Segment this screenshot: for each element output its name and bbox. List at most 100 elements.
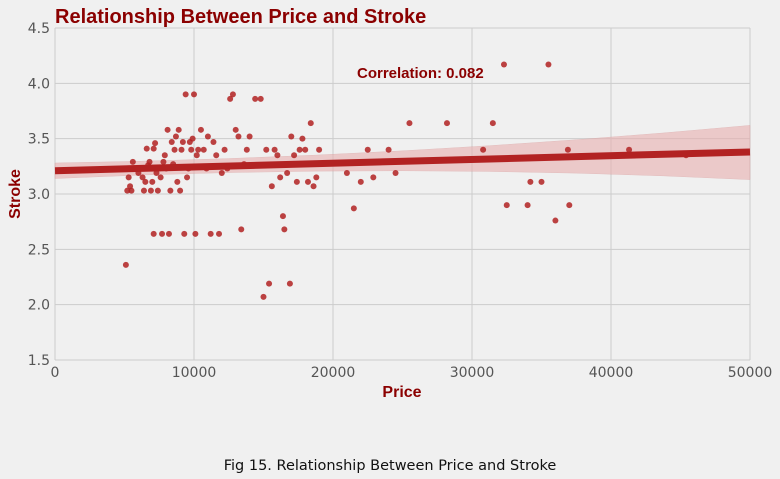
x-axis-label: Price [382, 384, 421, 401]
scatter-point [200, 146, 207, 153]
x-tick-label: 30000 [450, 365, 495, 381]
scatter-point [152, 140, 159, 147]
scatter-point [204, 133, 211, 140]
scatter-point [181, 230, 188, 237]
scatter-point [566, 202, 573, 209]
scatter-point [197, 126, 204, 133]
scatter-point [281, 226, 288, 233]
grid [54, 27, 751, 361]
scatter-point [143, 145, 150, 152]
x-tick-label: 50000 [728, 365, 773, 381]
scatter-point [238, 226, 245, 233]
scatter-point [288, 133, 295, 140]
scatter-point [564, 146, 571, 153]
scatter-point [227, 95, 234, 102]
scatter-point [207, 230, 214, 237]
y-tick-label: 3.5 [28, 132, 50, 148]
scatter-point [357, 178, 364, 185]
scatter-point [178, 146, 185, 153]
scatter-point [284, 169, 291, 176]
y-tick-label: 4.5 [28, 21, 50, 37]
scatter-point [370, 174, 377, 181]
scatter-point [175, 126, 182, 133]
scatter-point [182, 91, 189, 98]
scatter-point [235, 133, 242, 140]
scatter-point [157, 174, 164, 181]
scatter-point [302, 146, 309, 153]
scatter-point [139, 174, 146, 181]
scatter-point [191, 91, 197, 98]
scatter-point [252, 95, 259, 102]
scatter-point [263, 146, 270, 153]
y-tick-labels: 1.5 2.0 2.5 3.0 3.5 4.0 4.5 [28, 21, 50, 369]
y-tick-label: 2.0 [28, 298, 50, 314]
x-tick-label: 40000 [589, 365, 634, 381]
scatter-point [552, 217, 559, 224]
scatter-point [232, 126, 239, 133]
scatter-point [129, 158, 136, 165]
scatter-point [210, 138, 217, 145]
scatter-point [192, 230, 199, 237]
scatter-point [161, 152, 168, 159]
chart-title: Relationship Between Price and Stroke [55, 6, 426, 28]
scatter-points [122, 61, 690, 300]
scatter-point [364, 146, 371, 153]
scatter-point [221, 146, 228, 153]
scatter-point [193, 152, 200, 159]
scatter-point [146, 158, 153, 165]
scatter-point [299, 135, 306, 142]
scatter-point [150, 230, 157, 237]
scatter-point [147, 187, 154, 194]
x-tick-label: 0 [51, 365, 60, 381]
scatter-point [179, 138, 186, 145]
scatter-point [124, 187, 131, 194]
scatter-point [291, 152, 298, 159]
scatter-point [527, 178, 534, 185]
scatter-point [310, 183, 317, 190]
scatter-point [260, 293, 267, 300]
scatter-point [140, 187, 147, 194]
scatter-point [524, 202, 531, 209]
scatter-point [195, 146, 202, 153]
y-tick-label: 3.0 [28, 187, 50, 203]
y-axis-label: Stroke [7, 169, 24, 219]
scatter-point [313, 174, 320, 181]
scatter-point [545, 61, 552, 68]
scatter-point [159, 230, 166, 237]
scatter-point [218, 169, 225, 176]
scatter-point [538, 178, 545, 185]
scatter-point [392, 169, 399, 176]
scatter-point [307, 120, 314, 127]
scatter-point [154, 187, 161, 194]
scatter-point [266, 280, 273, 287]
scatter-point [160, 158, 167, 165]
scatter-point [489, 120, 496, 127]
x-tick-label: 20000 [311, 365, 356, 381]
scatter-point [271, 146, 278, 153]
scatter-point [174, 178, 181, 185]
scatter-point [503, 202, 510, 209]
regression-line [54, 148, 751, 175]
scatter-point [293, 178, 300, 185]
scatter-point [443, 120, 450, 127]
scatter-point [142, 178, 149, 185]
scatter-point [213, 152, 220, 159]
scatter-point [304, 178, 311, 185]
scatter-point [343, 169, 350, 176]
scatter-point [277, 174, 284, 181]
scatter-point [279, 213, 286, 220]
scatter-point [216, 230, 223, 237]
scatter-point [184, 174, 191, 181]
scatter-point [164, 126, 171, 133]
regression-line-path [54, 148, 751, 175]
scatter-point [128, 187, 135, 194]
scatter-point [172, 133, 179, 140]
scatter-point [122, 261, 129, 268]
scatter-point [149, 178, 156, 185]
scatter-point [296, 146, 303, 153]
scatter-point [165, 230, 172, 237]
y-tick-label: 2.5 [28, 242, 50, 258]
y-tick-label: 4.0 [28, 76, 50, 92]
scatter-point [229, 91, 236, 98]
